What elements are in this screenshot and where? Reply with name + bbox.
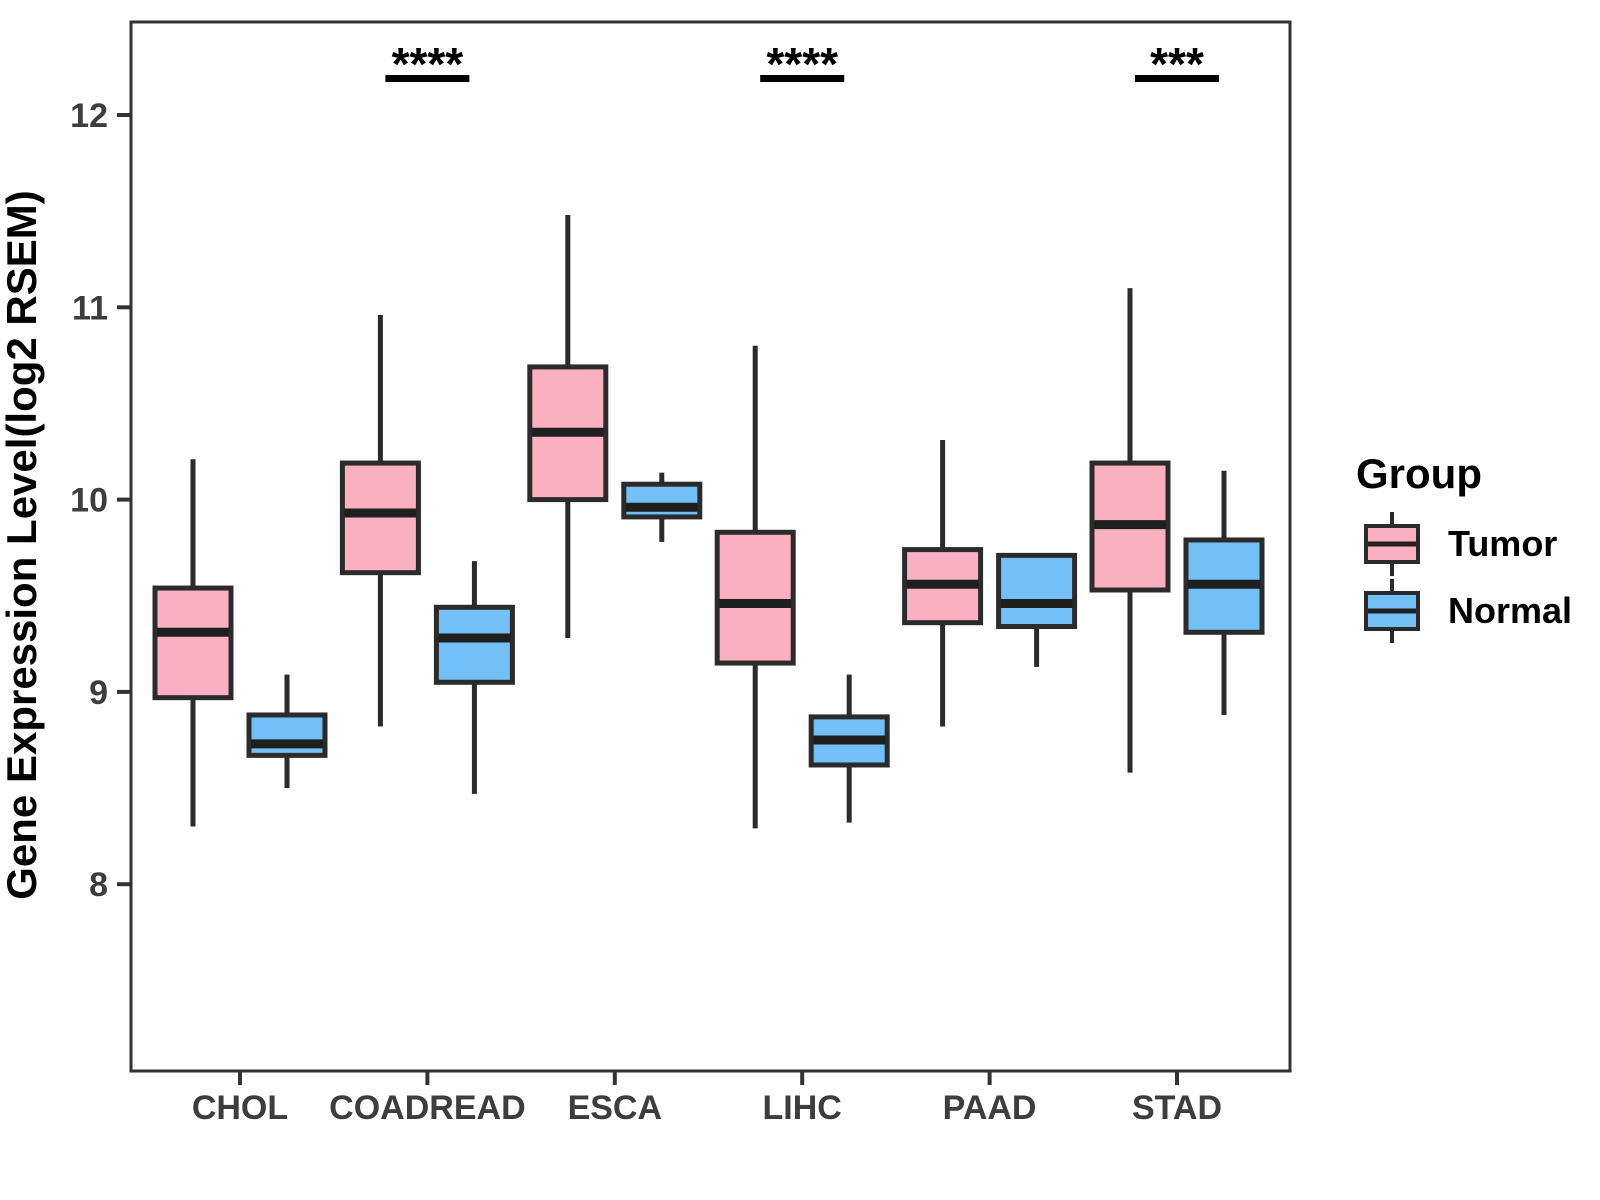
legend-entry-tumor: Tumor [1360,508,1557,580]
box-tumor-CHOL [152,585,234,701]
significance-bar-COADREAD [385,75,470,82]
legend-entry-label: Tumor [1448,523,1558,564]
significance-stars-STAD: *** [1150,38,1204,90]
box-normal-CHOL [246,712,328,758]
x-tick-label-PAAD: PAAD [943,1089,1037,1127]
legend-title: Group [1356,450,1482,497]
legend-entry-normal: Normal [1360,575,1572,647]
significance-stars-COADREAD: **** [392,38,464,90]
box-normal-PAAD [996,552,1078,630]
x-tick-label-COADREAD: COADREAD [329,1089,525,1127]
box-tumor-COADREAD [339,460,421,576]
y-tick-label-12: 12 [70,97,108,135]
legend-key-normal-boxplot-icon [1364,579,1420,643]
legend-entry-label: Normal [1448,590,1573,631]
x-tick-label-LIHC: LIHC [763,1089,842,1127]
box-normal-ESCA [621,481,703,520]
y-tick-label-8: 8 [89,866,108,904]
y-tick-label-11: 11 [72,289,108,327]
box-normal-COADREAD [433,604,515,685]
significance-stars-LIHC: **** [766,38,838,90]
legend-key-tumor-boxplot-icon [1364,512,1420,576]
significance-bar-STAD [1135,75,1219,82]
x-tick-label-ESCA: ESCA [568,1089,662,1127]
box-tumor-LIHC [714,529,796,666]
y-tick-label-9: 9 [89,674,108,712]
x-tick-label-CHOL: CHOL [192,1089,288,1127]
y-tick-label-10: 10 [70,482,108,520]
y-axis-title: Gene Expression Level(log2 RSEM) [0,190,45,900]
panel-border [129,20,1292,1073]
significance-bar-LIHC [760,75,845,82]
x-tick-label-STAD: STAD [1132,1089,1222,1127]
